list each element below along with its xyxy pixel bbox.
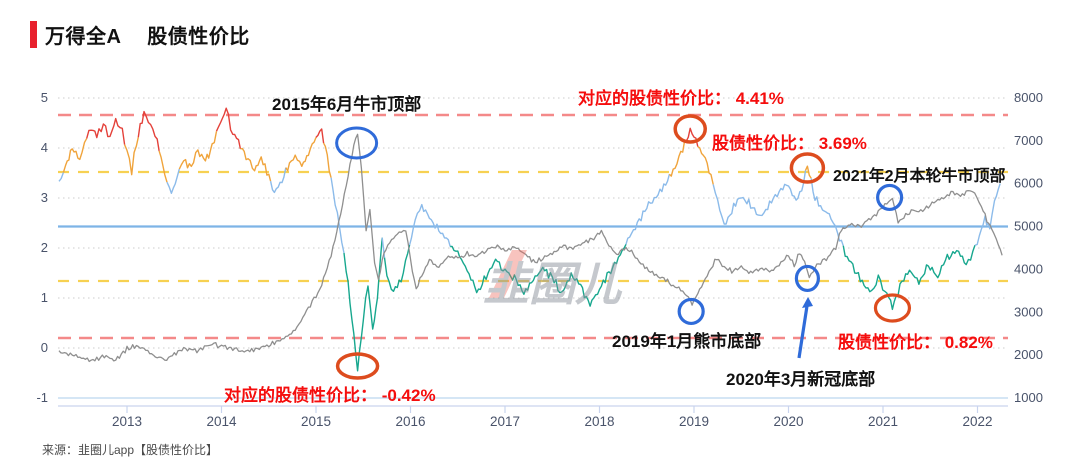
ratio-line-segment xyxy=(450,243,627,307)
ratio-line-segment xyxy=(330,177,345,254)
ratio-line-segment xyxy=(137,110,160,152)
y-axis-left-tick-label: -1 xyxy=(36,390,48,405)
y-axis-left-tick-label: 0 xyxy=(41,340,48,355)
ratio-line-segment xyxy=(697,146,714,185)
annotation-text: 股债性价比： 0.82% xyxy=(838,332,993,352)
ratio-line-segment xyxy=(215,107,242,150)
annotation-text: 2021年2月本轮牛市顶部 xyxy=(833,166,1006,185)
y-axis-right-tick-label: 7000 xyxy=(1014,133,1043,148)
watermark-red-slash xyxy=(487,250,527,302)
page-title: 万得全A 股债性价比 xyxy=(45,26,250,48)
x-axis-tick-label: 2017 xyxy=(490,414,520,429)
ratio-line-segment xyxy=(810,178,844,247)
index-line xyxy=(58,133,1003,363)
source-note: 来源：韭圈儿app【股债性价比】 xyxy=(42,443,219,457)
title-accent-bar xyxy=(30,21,37,48)
ratio-line-segment xyxy=(58,172,65,182)
x-axis-tick-label: 2013 xyxy=(112,414,142,429)
ratio-line-segment xyxy=(315,128,325,144)
ratio-line-segment xyxy=(684,127,699,147)
y-axis-left-tick-label: 3 xyxy=(41,190,48,205)
ratio-line-segment xyxy=(804,165,812,179)
annotation-text: 2019年1月熊市底部 xyxy=(612,331,761,351)
x-axis-tick-label: 2015 xyxy=(301,414,331,429)
marker-circle xyxy=(789,152,826,184)
ratio-line-segment xyxy=(269,167,287,194)
ratio-line-segment xyxy=(668,140,686,177)
ratio-line-segment xyxy=(625,174,671,245)
chart-header: 万得全A 股债性价比 xyxy=(30,20,250,49)
y-axis-right-tick-label: 5000 xyxy=(1014,219,1043,234)
x-axis-tick-label: 2020 xyxy=(773,414,803,429)
ratio-line-segment xyxy=(178,131,218,170)
marker-circle xyxy=(677,297,705,326)
y-axis-left-tick-label: 1 xyxy=(41,290,48,305)
ratio-line-segment xyxy=(166,168,180,194)
watermark-text: 韭圈儿 xyxy=(483,258,623,310)
y-axis-right-tick-label: 6000 xyxy=(1014,176,1043,191)
marker-circle xyxy=(673,114,707,144)
y-axis-left-tick-label: 4 xyxy=(41,140,48,155)
ratio-line-segment xyxy=(86,117,126,145)
ratio-line-segment xyxy=(322,142,332,178)
y-axis-left-tick-label: 2 xyxy=(41,240,48,255)
annotation-text: 对应的股债性价比： 4.41% xyxy=(578,88,784,108)
y-axis-left-tick-label: 5 xyxy=(41,90,48,105)
arrow-head xyxy=(802,297,813,308)
x-axis-tick-label: 2018 xyxy=(584,414,614,429)
ratio-line-segment xyxy=(712,170,807,225)
ratio-line-segment xyxy=(62,138,88,173)
annotation-text: 对应的股债性价比： -0.42% xyxy=(224,385,436,405)
y-axis-right-tick-label: 1000 xyxy=(1014,390,1043,405)
ratio-line-segment xyxy=(158,150,168,183)
watermark: 韭圈儿 xyxy=(483,250,623,310)
marker-circle xyxy=(873,293,912,323)
ratio-line-segment xyxy=(842,244,976,311)
ratio-line-segment xyxy=(408,203,451,247)
ratio-line-segment xyxy=(383,244,411,292)
ratio-line-segment xyxy=(240,147,272,182)
y-axis-right-tick-label: 2000 xyxy=(1014,347,1043,362)
arrow-shaft xyxy=(797,305,809,359)
ratio-line-segment xyxy=(123,137,139,176)
ratio-line-segment xyxy=(285,137,317,172)
marker-circle xyxy=(335,126,379,160)
annotation-text: 股债性价比： 3.69% xyxy=(712,133,867,153)
y-axis-right-tick-label: 8000 xyxy=(1014,90,1043,105)
x-axis-tick-label: 2016 xyxy=(395,414,425,429)
marker-circle xyxy=(335,352,380,380)
y-axis-right-tick-label: 4000 xyxy=(1014,261,1043,276)
ratio-line-segment xyxy=(343,237,383,372)
x-axis-tick-label: 2019 xyxy=(679,414,709,429)
y-axis-right-tick-label: 3000 xyxy=(1014,304,1043,319)
x-axis-tick-label: 2022 xyxy=(962,414,992,429)
x-axis-tick-label: 2014 xyxy=(206,414,237,429)
ratio-line-segment xyxy=(974,183,1001,246)
annotation-text: 2015年6月牛市顶部 xyxy=(272,94,421,114)
marker-circle xyxy=(876,183,904,212)
marker-circle xyxy=(794,264,821,293)
annotation-text: 2020年3月新冠底部 xyxy=(726,369,875,389)
x-axis-tick-label: 2021 xyxy=(868,414,898,429)
